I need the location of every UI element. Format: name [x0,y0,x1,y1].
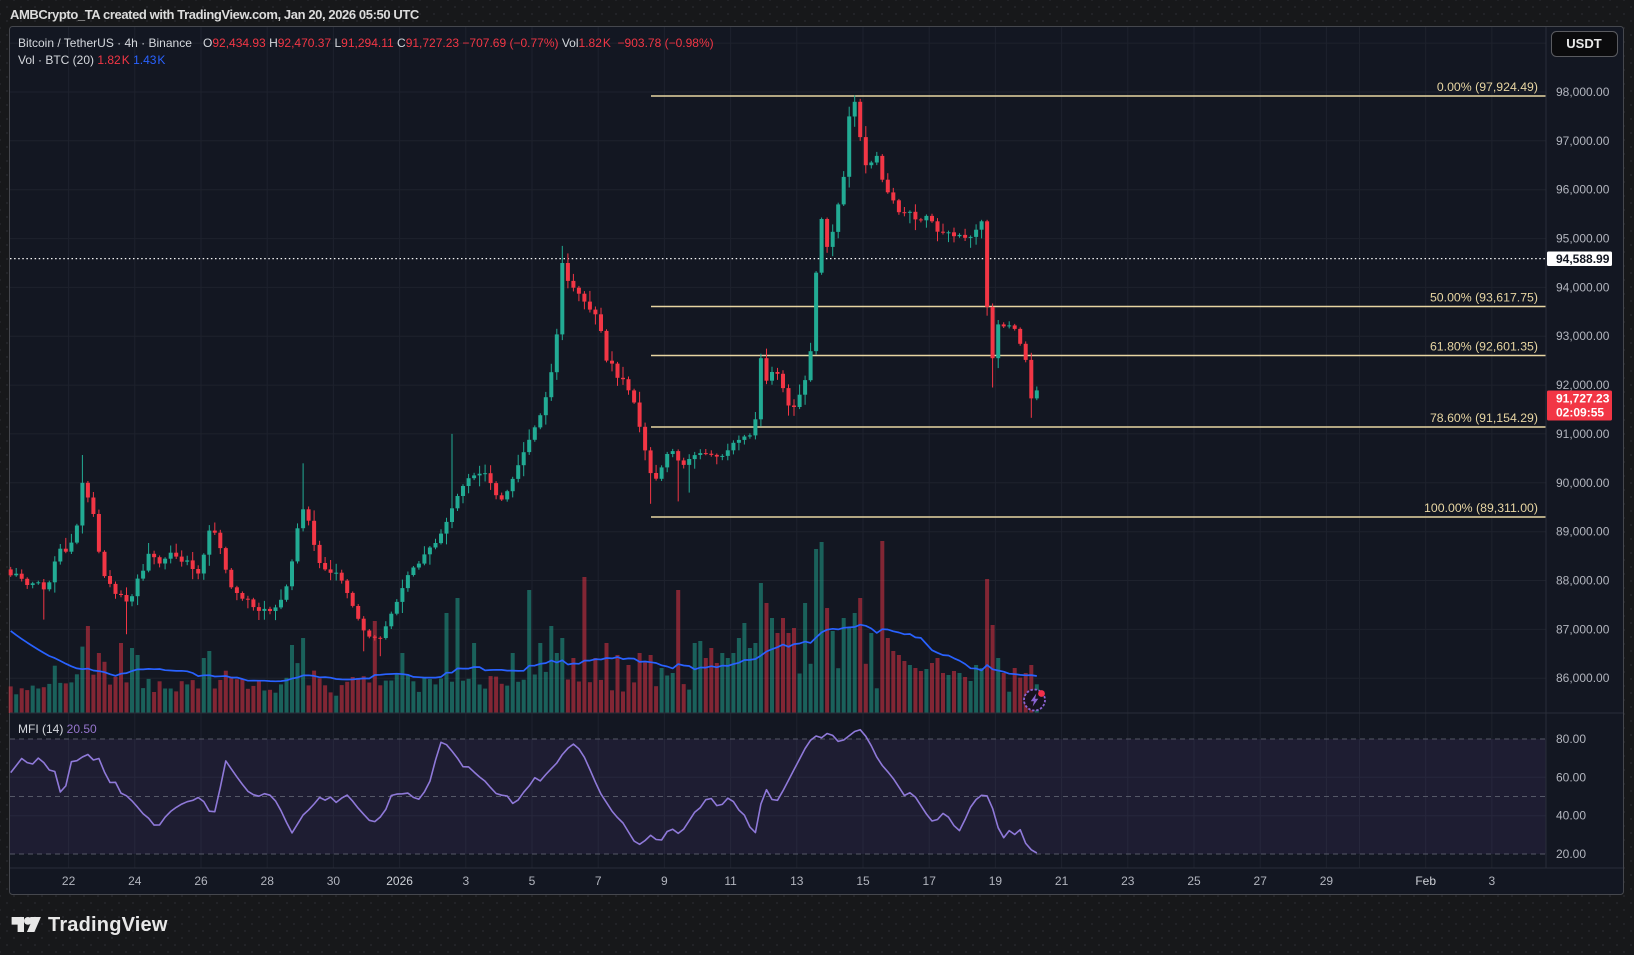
svg-text:19: 19 [989,874,1003,888]
svg-text:5: 5 [529,874,536,888]
svg-text:94,000.00: 94,000.00 [1556,280,1610,294]
svg-text:97,000.00: 97,000.00 [1556,134,1610,148]
svg-text:28: 28 [261,874,275,888]
svg-text:15: 15 [856,874,870,888]
svg-text:96,000.00: 96,000.00 [1556,183,1610,197]
svg-text:26: 26 [194,874,208,888]
svg-text:O92,434.93 H92,470.37 L91,294.: O92,434.93 H92,470.37 L91,294.11 C91,727… [203,36,714,50]
svg-text:Bitcoin / TetherUS · 4h · Bina: Bitcoin / TetherUS · 4h · Binance [18,36,192,50]
svg-text:3: 3 [462,874,469,888]
svg-text:24: 24 [128,874,142,888]
svg-text:7: 7 [595,874,602,888]
svg-text:29: 29 [1320,874,1334,888]
svg-text:90,000.00: 90,000.00 [1556,476,1610,490]
svg-text:20.00: 20.00 [1556,847,1586,861]
svg-text:92,000.00: 92,000.00 [1556,378,1610,392]
svg-text:91,727.23: 91,727.23 [1556,392,1610,406]
svg-text:17: 17 [923,874,937,888]
svg-text:23: 23 [1121,874,1135,888]
svg-text:Vol · BTC (20) 1.82 K 1.43 K: Vol · BTC (20) 1.82 K 1.43 K [18,53,165,67]
svg-text:USDT: USDT [1566,36,1601,51]
svg-text:88,000.00: 88,000.00 [1556,574,1610,588]
svg-text:02:09:55: 02:09:55 [1556,406,1604,420]
svg-text:3: 3 [1489,874,1496,888]
svg-text:89,000.00: 89,000.00 [1556,525,1610,539]
svg-text:13: 13 [790,874,804,888]
svg-text:93,000.00: 93,000.00 [1556,329,1610,343]
svg-text:61.80% (92,601.35): 61.80% (92,601.35) [1430,340,1538,354]
svg-text:78.60% (91,154.29): 78.60% (91,154.29) [1430,411,1538,425]
svg-text:87,000.00: 87,000.00 [1556,622,1610,636]
svg-text:95,000.00: 95,000.00 [1556,232,1610,246]
svg-text:40.00: 40.00 [1556,809,1586,823]
svg-text:22: 22 [62,874,76,888]
svg-text:50.00% (93,617.75): 50.00% (93,617.75) [1430,291,1538,305]
svg-text:11: 11 [724,874,737,888]
svg-text:27: 27 [1254,874,1268,888]
svg-text:98,000.00: 98,000.00 [1556,85,1610,99]
svg-text:AMBCrypto_TA created with Trad: AMBCrypto_TA created with TradingView.co… [10,7,420,22]
svg-text:86,000.00: 86,000.00 [1556,671,1610,685]
svg-text:2026: 2026 [386,874,413,888]
svg-text:25: 25 [1187,874,1201,888]
svg-text:MFI (14) 20.50: MFI (14) 20.50 [18,722,97,736]
svg-text:80.00: 80.00 [1556,732,1586,746]
svg-text:94,588.99: 94,588.99 [1556,252,1610,266]
svg-text:0.00% (97,924.49): 0.00% (97,924.49) [1437,80,1538,94]
svg-text:9: 9 [661,874,668,888]
svg-text:60.00: 60.00 [1556,770,1586,784]
svg-text:TradingView: TradingView [48,914,168,936]
svg-text:21: 21 [1055,874,1069,888]
svg-text:91,000.00: 91,000.00 [1556,427,1610,441]
svg-text:Feb: Feb [1415,874,1436,888]
svg-text:100.00% (89,311.00): 100.00% (89,311.00) [1424,501,1538,515]
svg-text:30: 30 [327,874,341,888]
